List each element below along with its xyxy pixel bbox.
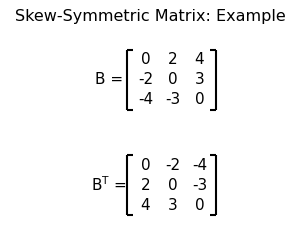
- Text: -4: -4: [138, 92, 153, 108]
- Text: 0: 0: [195, 197, 204, 213]
- Text: 0: 0: [195, 92, 204, 108]
- Text: 3: 3: [195, 73, 204, 87]
- Text: -2: -2: [138, 73, 153, 87]
- Text: 3: 3: [168, 197, 177, 213]
- Text: 2: 2: [168, 53, 177, 68]
- Text: B$^\mathregular{T}$ =: B$^\mathregular{T}$ =: [91, 176, 128, 194]
- Text: 0: 0: [141, 53, 150, 68]
- Text: -3: -3: [192, 178, 207, 192]
- Text: -2: -2: [165, 158, 180, 173]
- Text: 4: 4: [141, 197, 150, 213]
- Text: 0: 0: [141, 158, 150, 173]
- Text: 2: 2: [141, 178, 150, 192]
- Text: -4: -4: [192, 158, 207, 173]
- Text: 0: 0: [168, 73, 177, 87]
- Text: -3: -3: [165, 92, 180, 108]
- Text: Skew-Symmetric Matrix: Example: Skew-Symmetric Matrix: Example: [15, 9, 285, 24]
- Text: 0: 0: [168, 178, 177, 192]
- Text: B =: B =: [95, 73, 128, 87]
- Text: 4: 4: [195, 53, 204, 68]
